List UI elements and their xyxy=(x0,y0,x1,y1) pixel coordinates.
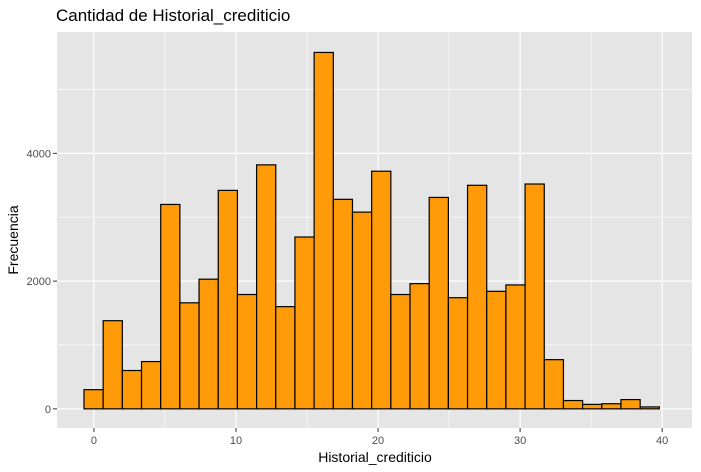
histogram-bar xyxy=(505,284,526,410)
histogram-bar xyxy=(447,297,469,410)
y-axis: 0 2000 4000 xyxy=(27,148,57,416)
histogram-bar xyxy=(543,359,565,410)
histogram-bar xyxy=(428,196,449,410)
histogram-bar xyxy=(332,198,354,410)
histogram-bar xyxy=(121,369,143,410)
x-axis: 0 10 20 30 40 xyxy=(91,428,668,447)
histogram-bar xyxy=(562,399,584,410)
histogram-bar xyxy=(294,236,315,410)
y-tick-label: 2000 xyxy=(27,276,51,288)
histogram-bar xyxy=(524,183,545,410)
histogram-bar xyxy=(160,203,181,410)
y-tick-label: 0 xyxy=(45,404,51,416)
histogram-bar xyxy=(217,189,239,410)
chart-title: Cantidad de Historial_crediticio xyxy=(56,6,290,25)
histogram-bar xyxy=(275,306,296,410)
histogram-bar xyxy=(351,211,373,410)
histogram-bar xyxy=(83,389,104,410)
histogram-bar xyxy=(486,290,507,410)
y-axis-title: Frecuencia xyxy=(5,205,21,274)
histogram-bar xyxy=(198,278,219,410)
y-tick-label: 4000 xyxy=(27,148,51,160)
histogram-bar xyxy=(179,302,200,410)
histogram-bar xyxy=(620,398,641,410)
histogram-bar xyxy=(255,164,277,410)
bars xyxy=(83,51,660,410)
histogram-bar xyxy=(466,184,488,410)
x-tick-label: 10 xyxy=(230,435,242,447)
histogram-bar xyxy=(102,320,123,410)
histogram-bar xyxy=(236,293,258,410)
histogram-bar xyxy=(313,51,334,410)
x-tick-label: 40 xyxy=(656,435,668,447)
x-tick-label: 20 xyxy=(372,435,384,447)
histogram-bar xyxy=(371,170,392,410)
histogram-bar xyxy=(140,360,162,410)
histogram-bar xyxy=(582,403,603,410)
histogram-bar xyxy=(390,293,411,410)
histogram-bar xyxy=(409,283,430,410)
histogram-bar xyxy=(639,406,660,410)
x-tick-label: 0 xyxy=(91,435,97,447)
x-axis-title: Historial_crediticio xyxy=(318,449,432,465)
x-tick-label: 30 xyxy=(514,435,526,447)
histogram-bar xyxy=(601,403,622,410)
